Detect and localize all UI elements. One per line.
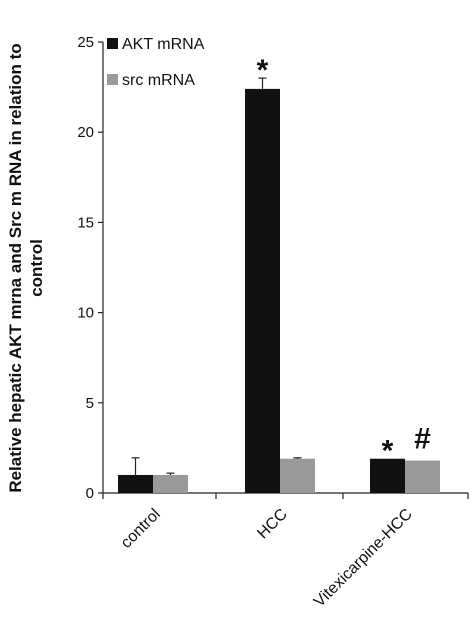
- y-axis-label-line-1: Relative hepatic AKT mrna and Src m RNA …: [6, 43, 25, 492]
- y-axis-label-line-2: control: [27, 239, 46, 297]
- legend-label: src mRNA: [122, 72, 195, 89]
- x-category-label: HCC: [254, 506, 291, 543]
- bar-src-1: [280, 458, 315, 493]
- legend-swatch: [107, 74, 118, 85]
- y-tick-label: 10: [77, 305, 94, 322]
- legend-swatch: [107, 38, 118, 49]
- bar-src-2: [405, 460, 440, 493]
- significance-marker: *: [257, 54, 269, 87]
- legend-label: AKT mRNA: [122, 36, 205, 53]
- significance-marker: #: [414, 423, 431, 456]
- x-category-label: control: [118, 506, 164, 552]
- y-tick-label: 20: [77, 124, 94, 141]
- x-category-label: Vitexicarpine-HCC: [311, 506, 416, 611]
- bar-akt-2: [370, 458, 405, 493]
- bar-src-0: [153, 474, 188, 493]
- bar-akt-1: [245, 88, 280, 494]
- y-tick-label: 15: [77, 214, 94, 231]
- y-tick-label: 0: [86, 485, 94, 502]
- y-tick-label: 5: [86, 395, 94, 412]
- bar-akt-0: [118, 474, 153, 493]
- significance-marker: *: [382, 435, 394, 468]
- y-tick-label: 25: [77, 34, 94, 51]
- plot-area: 0 5 10 15 20 25 control HCC Vitexicarpine-HCC * * #…: [77, 34, 469, 611]
